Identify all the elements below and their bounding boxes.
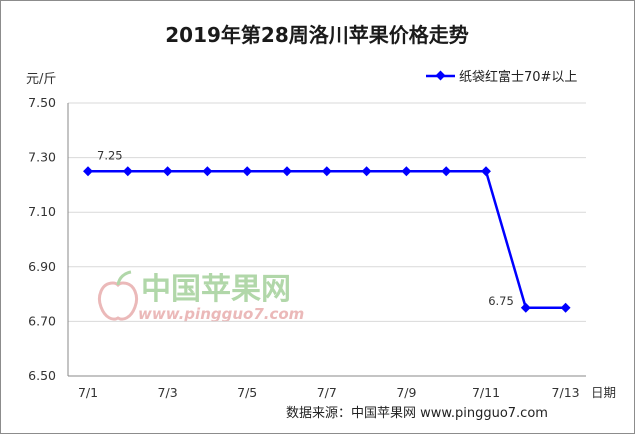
grid-layer — [68, 102, 586, 322]
x-tick-label: 7/11 — [472, 385, 500, 400]
data-source: 数据来源：中国苹果网 www.pingguo7.com — [286, 406, 548, 421]
x-tick-label: 7/13 — [552, 385, 580, 400]
y-axis-unit: 元/斤 — [26, 72, 56, 87]
y-tick-label: 6.50 — [28, 368, 56, 383]
data-point-marker — [83, 166, 93, 177]
x-tick-label: 7/5 — [237, 385, 257, 400]
series-layer — [83, 166, 571, 313]
data-label: 7.25 — [97, 148, 123, 162]
apple-logo-icon — [98, 270, 138, 321]
watermark-name: 中国苹果网 — [141, 272, 291, 307]
data-point-marker — [122, 166, 133, 177]
data-point-marker — [361, 166, 372, 177]
y-tick-label: 7.10 — [28, 204, 56, 219]
y-tick-label: 7.50 — [28, 95, 56, 110]
x-tick-label: 7/9 — [396, 385, 416, 400]
data-point-marker — [441, 166, 452, 177]
data-point-marker — [520, 302, 531, 313]
watermark: 中国苹果网 www.pingguo7.com — [98, 270, 304, 323]
data-point-marker — [282, 166, 292, 177]
x-axis-title: 日期 — [591, 385, 616, 400]
watermark-url: www.pingguo7.com — [138, 305, 304, 323]
data-point-marker — [242, 166, 253, 177]
data-point-marker — [401, 166, 412, 177]
data-label-layer: 7.25 6.75 — [97, 148, 514, 308]
data-point-marker — [321, 166, 332, 177]
data-point-marker — [481, 166, 491, 177]
chart-title: 2019年第28周洛川苹果价格走势 — [165, 23, 469, 47]
data-point-marker — [162, 166, 173, 177]
legend-diamond-icon — [435, 70, 446, 81]
x-tick-label: 7/3 — [158, 385, 178, 400]
data-point-marker — [202, 166, 213, 177]
legend-label: 纸袋红富士70#以上 — [459, 69, 577, 85]
y-tick-label: 6.70 — [28, 313, 56, 328]
data-label: 6.75 — [488, 294, 514, 308]
data-point-marker — [560, 302, 571, 313]
x-tick-label: 7/1 — [78, 385, 98, 400]
x-tick-label: 7/7 — [317, 385, 337, 400]
legend: 纸袋红富士70#以上 — [426, 69, 577, 85]
axis-layer: 7.50 7.30 7.10 6.90 6.70 6.50 7/1 7/3 7/5 7/7 7/9 7… — [28, 95, 586, 400]
y-tick-label: 7.30 — [28, 150, 56, 165]
y-tick-label: 6.90 — [28, 259, 56, 274]
